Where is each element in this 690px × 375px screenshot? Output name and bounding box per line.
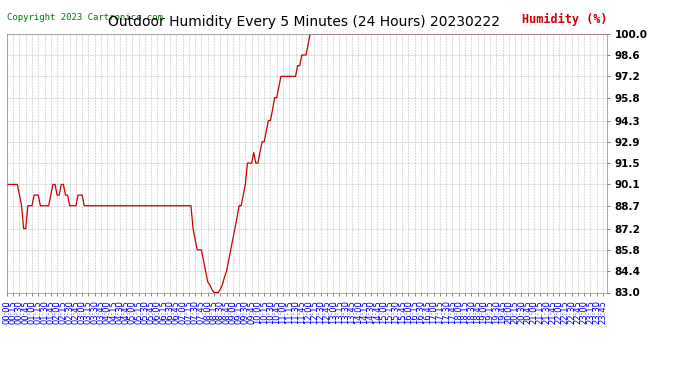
Text: Outdoor Humidity Every 5 Minutes (24 Hours) 20230222: Outdoor Humidity Every 5 Minutes (24 Hou… <box>108 15 500 29</box>
Text: Humidity (%): Humidity (%) <box>522 13 607 26</box>
Text: Copyright 2023 Cartronics.com: Copyright 2023 Cartronics.com <box>7 13 163 22</box>
